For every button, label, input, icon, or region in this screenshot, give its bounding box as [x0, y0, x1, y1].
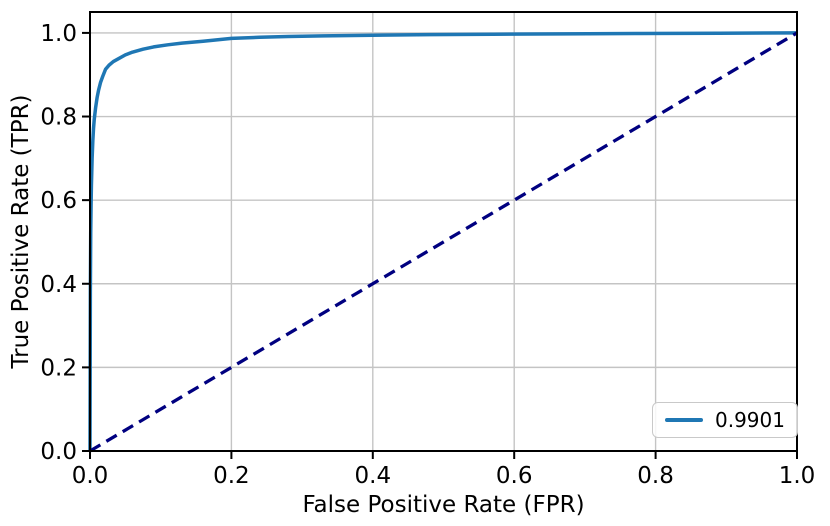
chance-diagonal-line	[89, 31, 798, 453]
x-tick-label: 0.2	[213, 463, 250, 489]
y-tick-label: 1.0	[40, 21, 77, 47]
y-tick-label: 0.8	[40, 105, 77, 131]
tick-label-layer: 0.0 0.2 0.4 0.6 0.8 1.0 0.0 0.2 0.4 0.6 0.8 1.0	[40, 21, 815, 489]
y-tick-label: 0.6	[40, 188, 77, 214]
x-tick-label: 1.0	[779, 463, 816, 489]
roc-curve-line	[88, 31, 798, 452]
x-axis-label: False Positive Rate (FPR)	[302, 492, 584, 518]
x-tick-label: 0.6	[496, 463, 533, 489]
x-tick-label: 0.8	[637, 463, 674, 489]
x-tick-label: 0.0	[72, 463, 109, 489]
legend-line-swatch	[665, 417, 703, 423]
y-tick-label: 0.2	[40, 355, 77, 381]
x-tick-label: 0.4	[355, 463, 392, 489]
y-tick-label: 0.0	[40, 439, 77, 465]
series-layer	[88, 31, 798, 453]
grid-layer	[89, 12, 798, 452]
tick-layer	[82, 31, 798, 459]
legend-label: 0.9901	[715, 408, 785, 432]
axes-spines	[89, 11, 798, 452]
y-tick-label: 0.4	[40, 272, 77, 298]
legend: 0.9901	[652, 402, 798, 438]
axes-frame	[89, 11, 798, 452]
y-axis-label: True Positive Rate (TPR)	[8, 94, 34, 369]
